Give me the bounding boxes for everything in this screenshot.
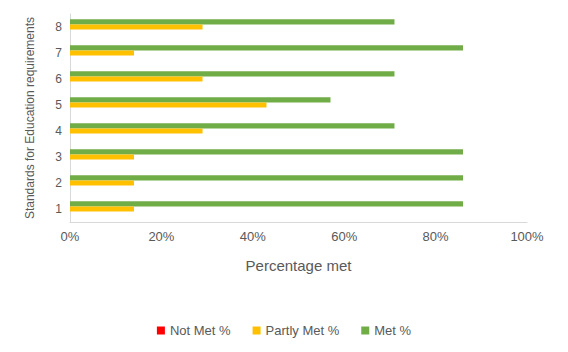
svg-text:80%: 80%	[423, 229, 449, 244]
svg-text:0%: 0%	[61, 229, 80, 244]
svg-text:4: 4	[55, 124, 62, 138]
svg-text:5: 5	[55, 98, 62, 112]
svg-text:6: 6	[55, 72, 62, 86]
svg-text:2: 2	[55, 176, 62, 190]
svg-text:60%: 60%	[331, 229, 357, 244]
svg-text:Standards for Education requir: Standards for Education requirements	[23, 17, 37, 219]
svg-text:40%: 40%	[240, 229, 266, 244]
svg-text:1: 1	[55, 202, 62, 216]
svg-text:3: 3	[55, 150, 62, 164]
svg-text:Met %: Met %	[374, 323, 411, 338]
svg-text:100%: 100%	[510, 229, 544, 244]
svg-text:Not Met %: Not Met %	[170, 323, 231, 338]
svg-text:20%: 20%	[148, 229, 174, 244]
svg-text:Partly Met %: Partly Met %	[266, 323, 340, 338]
svg-text:8: 8	[55, 20, 62, 34]
svg-text:Percentage met: Percentage met	[246, 257, 353, 274]
svg-text:7: 7	[55, 46, 62, 60]
